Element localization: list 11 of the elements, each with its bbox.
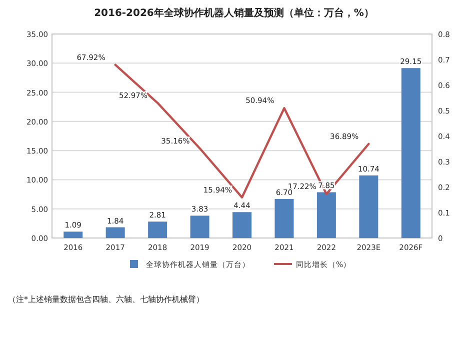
bar	[359, 175, 378, 238]
bar	[64, 232, 83, 238]
bar	[274, 198, 294, 238]
bar	[316, 192, 336, 238]
bar	[190, 216, 210, 238]
bar	[106, 227, 125, 238]
chart-title: 2016-2026年全球协作机器人销量及预测（单位：万台，%）	[94, 7, 374, 19]
bar	[148, 222, 168, 238]
bar	[401, 68, 420, 238]
text: （注*上述销量数据包含四轴、六轴、七轴协作机械臂）	[8, 295, 204, 304]
bar	[232, 212, 252, 238]
